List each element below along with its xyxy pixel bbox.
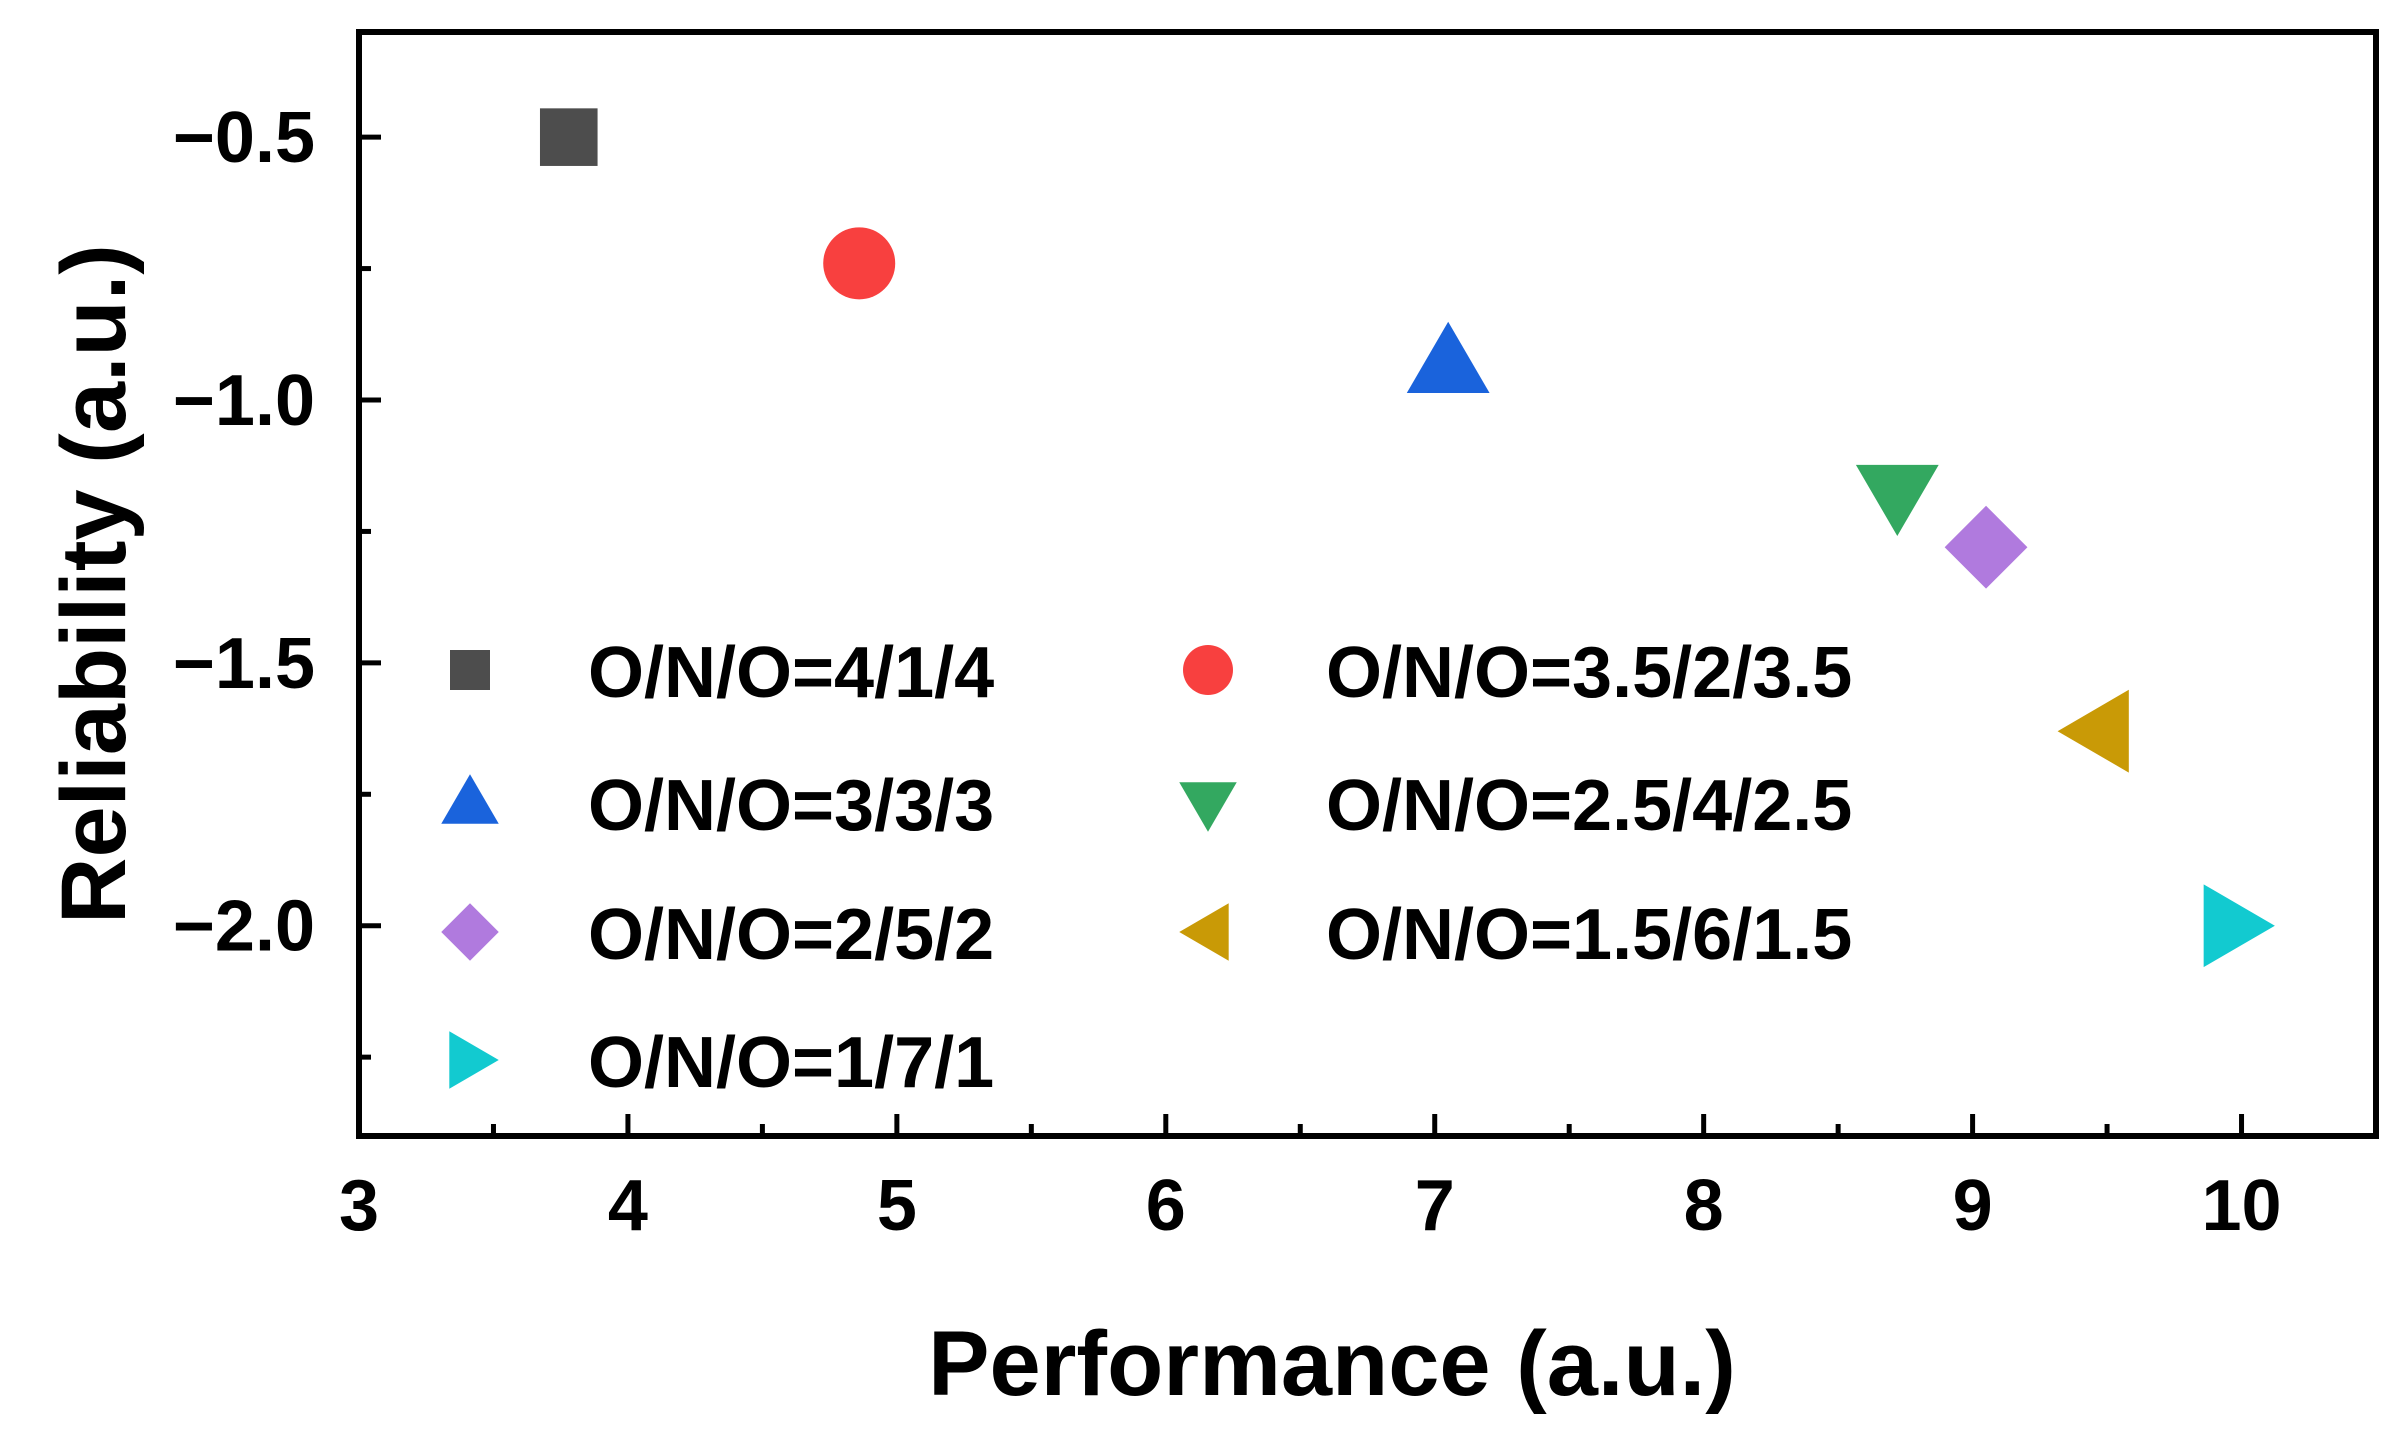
x-tick-label: 5 [877,1166,917,1246]
legend-item: O/N/O=3.5/2/3.5 [1183,633,1852,713]
plot-frame [356,29,2379,1139]
data-point [823,227,896,300]
legend-marker [441,903,499,961]
legend-marker [1179,782,1237,832]
data-point [1406,321,1490,394]
legend-item: O/N/O=3/3/3 [441,766,994,846]
legend-label: O/N/O=1.5/6/1.5 [1326,895,1852,975]
legend-label: O/N/O=3.5/2/3.5 [1326,633,1852,713]
legend-label: O/N/O=1/7/1 [588,1023,994,1103]
y-tick-label: −1.5 [173,624,315,704]
legend-marker [450,650,490,690]
legend-label: O/N/O=3/3/3 [588,766,994,846]
legend-item: O/N/O=4/1/4 [450,633,994,713]
y-major-ticks [359,134,381,929]
legend-item: O/N/O=1.5/6/1.5 [1179,895,1852,975]
data-point [2203,884,2275,968]
legend: O/N/O=4/1/4 O/N/O=3.5/2/3.5 O/N/O=3/3/3 O/N… [441,633,1852,1103]
y-tick-labels: −0.5 −1.0 −1.5 −2.0 [173,98,315,967]
x-tick-label: 4 [608,1166,648,1246]
legend-marker [1183,645,1233,695]
x-axis-title: Performance (a.u.) [928,1313,1736,1415]
legend-marker [1179,903,1229,961]
legend-item: O/N/O=2/5/2 [441,895,994,975]
legend-marker [441,774,499,824]
y-tick-label: −0.5 [173,98,315,178]
legend-label: O/N/O=2.5/4/2.5 [1326,766,1852,846]
legend-label: O/N/O=2/5/2 [588,895,994,975]
data-point [1855,464,1939,537]
y-tick-label: −1.0 [173,361,315,441]
x-tick-label: 7 [1415,1166,1455,1246]
x-tick-label: 6 [1146,1166,1186,1246]
legend-item: O/N/O=1/7/1 [449,1023,994,1103]
x-tick-label: 9 [1953,1166,1993,1246]
y-axis-title: Reliability (a.u.) [43,244,145,924]
data-point [1944,505,2028,589]
legend-marker [449,1031,499,1089]
x-tick-label: 8 [1684,1166,1724,1246]
x-tick-labels: 3 4 5 6 7 8 9 10 [339,1166,2282,1246]
data-point [2057,689,2129,773]
y-tick-label: −2.0 [173,887,315,967]
x-tick-label: 3 [339,1166,379,1246]
x-tick-label: 10 [2201,1166,2281,1246]
data-points [539,108,2275,968]
data-point [539,108,598,166]
legend-item: O/N/O=2.5/4/2.5 [1179,766,1852,846]
legend-label: O/N/O=4/1/4 [588,633,994,713]
